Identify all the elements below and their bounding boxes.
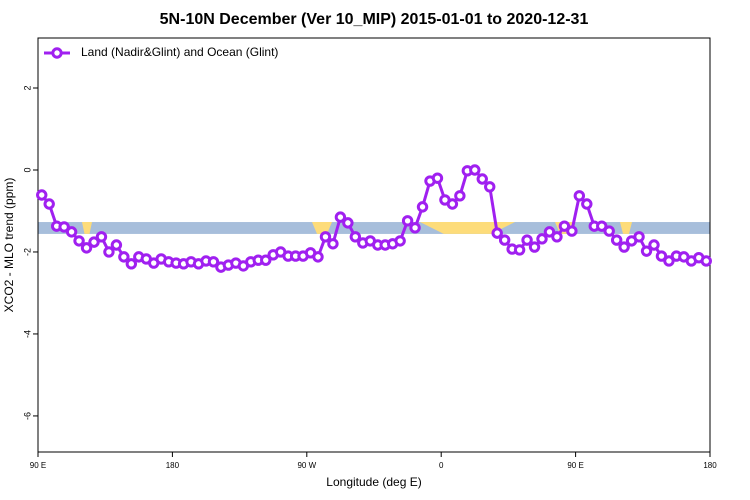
data-point — [327, 238, 339, 250]
band-patch — [420, 222, 515, 234]
legend-marker — [51, 47, 63, 59]
x-tick-label: 90 E — [30, 461, 46, 470]
data-point — [603, 225, 615, 237]
data-point — [110, 239, 123, 251]
legend-label: Land (Nadir&Glint) and Ocean (Glint) — [81, 45, 278, 59]
data-point — [573, 190, 586, 202]
band-patch — [620, 222, 632, 234]
x-tick-label: 90 E — [567, 461, 583, 470]
data-point — [207, 256, 220, 268]
data-point — [469, 164, 481, 176]
band-patch — [82, 222, 92, 234]
data-point — [513, 244, 526, 256]
data-point — [394, 235, 406, 247]
data-point — [260, 254, 272, 266]
data-point — [43, 198, 55, 210]
data-point — [521, 234, 533, 246]
data-point — [103, 246, 115, 258]
data-point — [454, 190, 466, 202]
data-point — [58, 221, 70, 233]
data-point — [551, 231, 563, 243]
x-tick-label: 180 — [703, 461, 717, 470]
data-point — [431, 172, 444, 184]
data-point — [312, 251, 324, 263]
data-point — [342, 217, 354, 229]
data-point — [118, 251, 130, 263]
chart-title: 5N-10N December (Ver 10_MIP) 2015-01-01 … — [160, 11, 589, 28]
data-point — [334, 211, 347, 223]
y-tick-label: -4 — [22, 330, 32, 338]
x-tick-label: 180 — [166, 461, 180, 470]
data-point — [95, 231, 108, 243]
data-point — [409, 222, 421, 234]
data-point — [610, 234, 623, 246]
data-point — [498, 234, 511, 246]
data-point — [655, 250, 668, 262]
data-point — [581, 198, 593, 210]
data-point — [476, 173, 488, 185]
reference-band — [38, 222, 710, 234]
y-tick-label: 0 — [22, 167, 32, 172]
y-tick-label: 2 — [22, 86, 32, 91]
data-point — [349, 231, 362, 243]
data-point — [491, 227, 503, 239]
data-point — [416, 201, 429, 213]
data-point — [558, 220, 571, 232]
band-patch — [312, 222, 332, 234]
data-point — [401, 215, 414, 227]
data-point — [80, 242, 93, 254]
y-tick-label: -6 — [22, 412, 32, 420]
y-axis-label: XCO2 - MLO trend (ppm) — [2, 178, 16, 313]
data-point — [528, 241, 541, 253]
data-point — [648, 239, 660, 251]
x-tick-label: 90 W — [297, 461, 316, 470]
data-point — [596, 220, 608, 232]
data-point — [319, 231, 332, 243]
data-point — [633, 231, 645, 243]
data-point — [484, 181, 496, 193]
data-point — [663, 255, 675, 267]
x-axis-label: Longitude (deg E) — [326, 475, 421, 489]
plot-frame — [37, 37, 711, 453]
data-point — [88, 236, 100, 248]
data-point — [125, 258, 138, 270]
data-point — [566, 225, 578, 237]
data-point — [618, 241, 630, 253]
data-point — [640, 245, 653, 257]
data-point — [536, 233, 548, 245]
data-point — [73, 235, 85, 247]
data-point — [700, 255, 712, 267]
data-point — [446, 198, 459, 210]
data-point — [543, 226, 556, 238]
data-point — [36, 189, 48, 201]
x-tick-label: 0 — [439, 461, 444, 470]
data-point — [65, 226, 78, 238]
y-tick-label: -2 — [22, 248, 32, 256]
